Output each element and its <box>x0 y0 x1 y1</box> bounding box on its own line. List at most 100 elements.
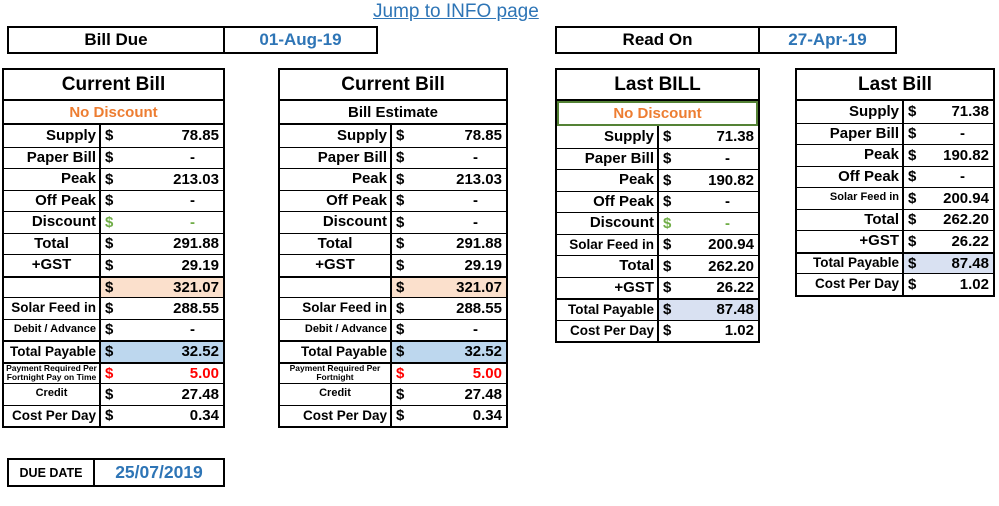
due-date-label: DUE DATE <box>9 460 95 485</box>
row-label: Credit <box>35 387 68 400</box>
currency-symbol: $ <box>663 128 672 146</box>
row-label: Total Payable <box>812 255 899 271</box>
row-label: +GST <box>614 278 654 296</box>
cell-value: 27.48 <box>181 385 219 403</box>
cell-value: 1.02 <box>724 322 754 340</box>
cell-value: 32.52 <box>181 343 219 361</box>
currency-symbol: $ <box>663 257 672 275</box>
row-label: Total Payable <box>567 301 654 317</box>
currency-symbol: $ <box>908 254 917 272</box>
value-cell: $ - <box>390 212 506 233</box>
cell-value: - <box>473 213 478 231</box>
bill-row: Peak $213.03 <box>280 168 506 190</box>
value-cell: $ - <box>657 213 758 234</box>
currency-symbol: $ <box>396 385 405 403</box>
value-cell: $0.34 <box>99 405 223 426</box>
bill-row: Debit / Advance $ - <box>280 318 506 340</box>
row-label: Payment Required Per Fortnight <box>289 363 381 383</box>
cell-value: 200.94 <box>943 189 989 207</box>
currency-symbol: $ <box>105 343 114 361</box>
row-label: Off Peak <box>593 192 654 210</box>
row-label: Debit / Advance <box>13 322 96 335</box>
currency-symbol: $ <box>396 149 405 167</box>
read-on-bar: Read On 27-Apr-19 <box>555 26 897 54</box>
row-label: Cost Per Day <box>11 407 96 423</box>
row-label: Paper Bill <box>317 148 387 166</box>
cell-value: 26.22 <box>716 279 754 297</box>
value-cell: $ - <box>902 123 993 144</box>
value-cell: $0.34 <box>390 405 506 426</box>
currency-symbol: $ <box>105 213 114 231</box>
row-label: Cost Per Day <box>814 276 899 292</box>
bill-row: Total $291.88 <box>4 232 223 254</box>
value-cell: $213.03 <box>99 169 223 190</box>
currency-symbol: $ <box>908 211 917 229</box>
currency-symbol: $ <box>663 236 672 254</box>
row-label: Solar Feed in <box>11 300 96 316</box>
currency-symbol: $ <box>105 299 114 317</box>
cell-value: - <box>960 125 965 143</box>
cell-value: 321.07 <box>456 278 502 296</box>
cell-value: 262.20 <box>708 257 754 275</box>
currency-symbol: $ <box>105 278 114 296</box>
cell-value: 213.03 <box>173 170 219 188</box>
cell-value: 213.03 <box>456 170 502 188</box>
currency-symbol: $ <box>663 301 672 319</box>
cell-value: - <box>960 168 965 186</box>
value-cell: $291.88 <box>390 233 506 254</box>
value-cell: $288.55 <box>99 298 223 319</box>
currency-symbol: $ <box>663 322 672 340</box>
row-label: Solar Feed in <box>569 236 654 252</box>
cell-value: 190.82 <box>708 171 754 189</box>
currency-symbol: $ <box>908 189 917 207</box>
cell-value: 288.55 <box>456 299 502 317</box>
cell-value: 200.94 <box>708 236 754 254</box>
value-cell: $32.52 <box>390 342 506 362</box>
bill-row: Solar Feed in $200.94 <box>797 187 993 209</box>
table-subtitle: Bill Estimate <box>280 101 506 125</box>
currency-symbol: $ <box>396 407 405 425</box>
bill-due-label: Bill Due <box>9 28 225 52</box>
value-cell: $ - <box>657 191 758 212</box>
row-label: Paper Bill <box>829 124 899 142</box>
currency-symbol: $ <box>105 407 114 425</box>
currency-symbol: $ <box>663 150 672 168</box>
bill-row: Supply $71.38 <box>557 126 758 148</box>
bill-row: Supply $78.85 <box>4 125 223 147</box>
value-cell: $27.48 <box>390 384 506 405</box>
cell-value: 321.07 <box>173 278 219 296</box>
value-cell: $ - <box>99 212 223 233</box>
value-cell: $262.20 <box>902 209 993 230</box>
row-label: Supply <box>45 126 96 144</box>
read-on-label: Read On <box>557 28 760 52</box>
bill-row: Total $262.20 <box>557 255 758 277</box>
bill-row: Solar Feed in $288.55 <box>4 297 223 319</box>
table-title: Last BILL <box>557 70 758 101</box>
cell-value: 26.22 <box>951 232 989 250</box>
bill-row: $321.07 <box>280 275 506 297</box>
currency-symbol: $ <box>908 146 917 164</box>
currency-symbol: $ <box>396 213 405 231</box>
row-label: Discount <box>589 214 654 232</box>
row-label: Credit <box>319 387 351 400</box>
row-label: Paper Bill <box>26 148 96 166</box>
jump-to-info-link[interactable]: Jump to INFO page <box>373 1 539 22</box>
row-label <box>4 278 99 298</box>
value-cell: $ - <box>99 190 223 211</box>
row-label: Supply <box>848 102 899 120</box>
value-cell: $5.00 <box>390 363 506 383</box>
row-label: Off Peak <box>838 167 899 185</box>
row-label: Peak <box>60 170 96 188</box>
currency-symbol: $ <box>908 275 917 293</box>
bill-row: Cost Per Day $1.02 <box>557 319 758 341</box>
bill-row: Total $291.88 <box>280 232 506 254</box>
table-title: Current Bill <box>4 70 223 101</box>
row-label: Solar Feed in <box>829 191 899 204</box>
value-cell: $26.22 <box>657 277 758 298</box>
value-cell: $190.82 <box>657 170 758 191</box>
currency-symbol: $ <box>105 364 114 382</box>
row-label: Debit / Advance <box>304 322 387 335</box>
cell-value: 71.38 <box>716 128 754 146</box>
currency-symbol: $ <box>396 278 405 296</box>
